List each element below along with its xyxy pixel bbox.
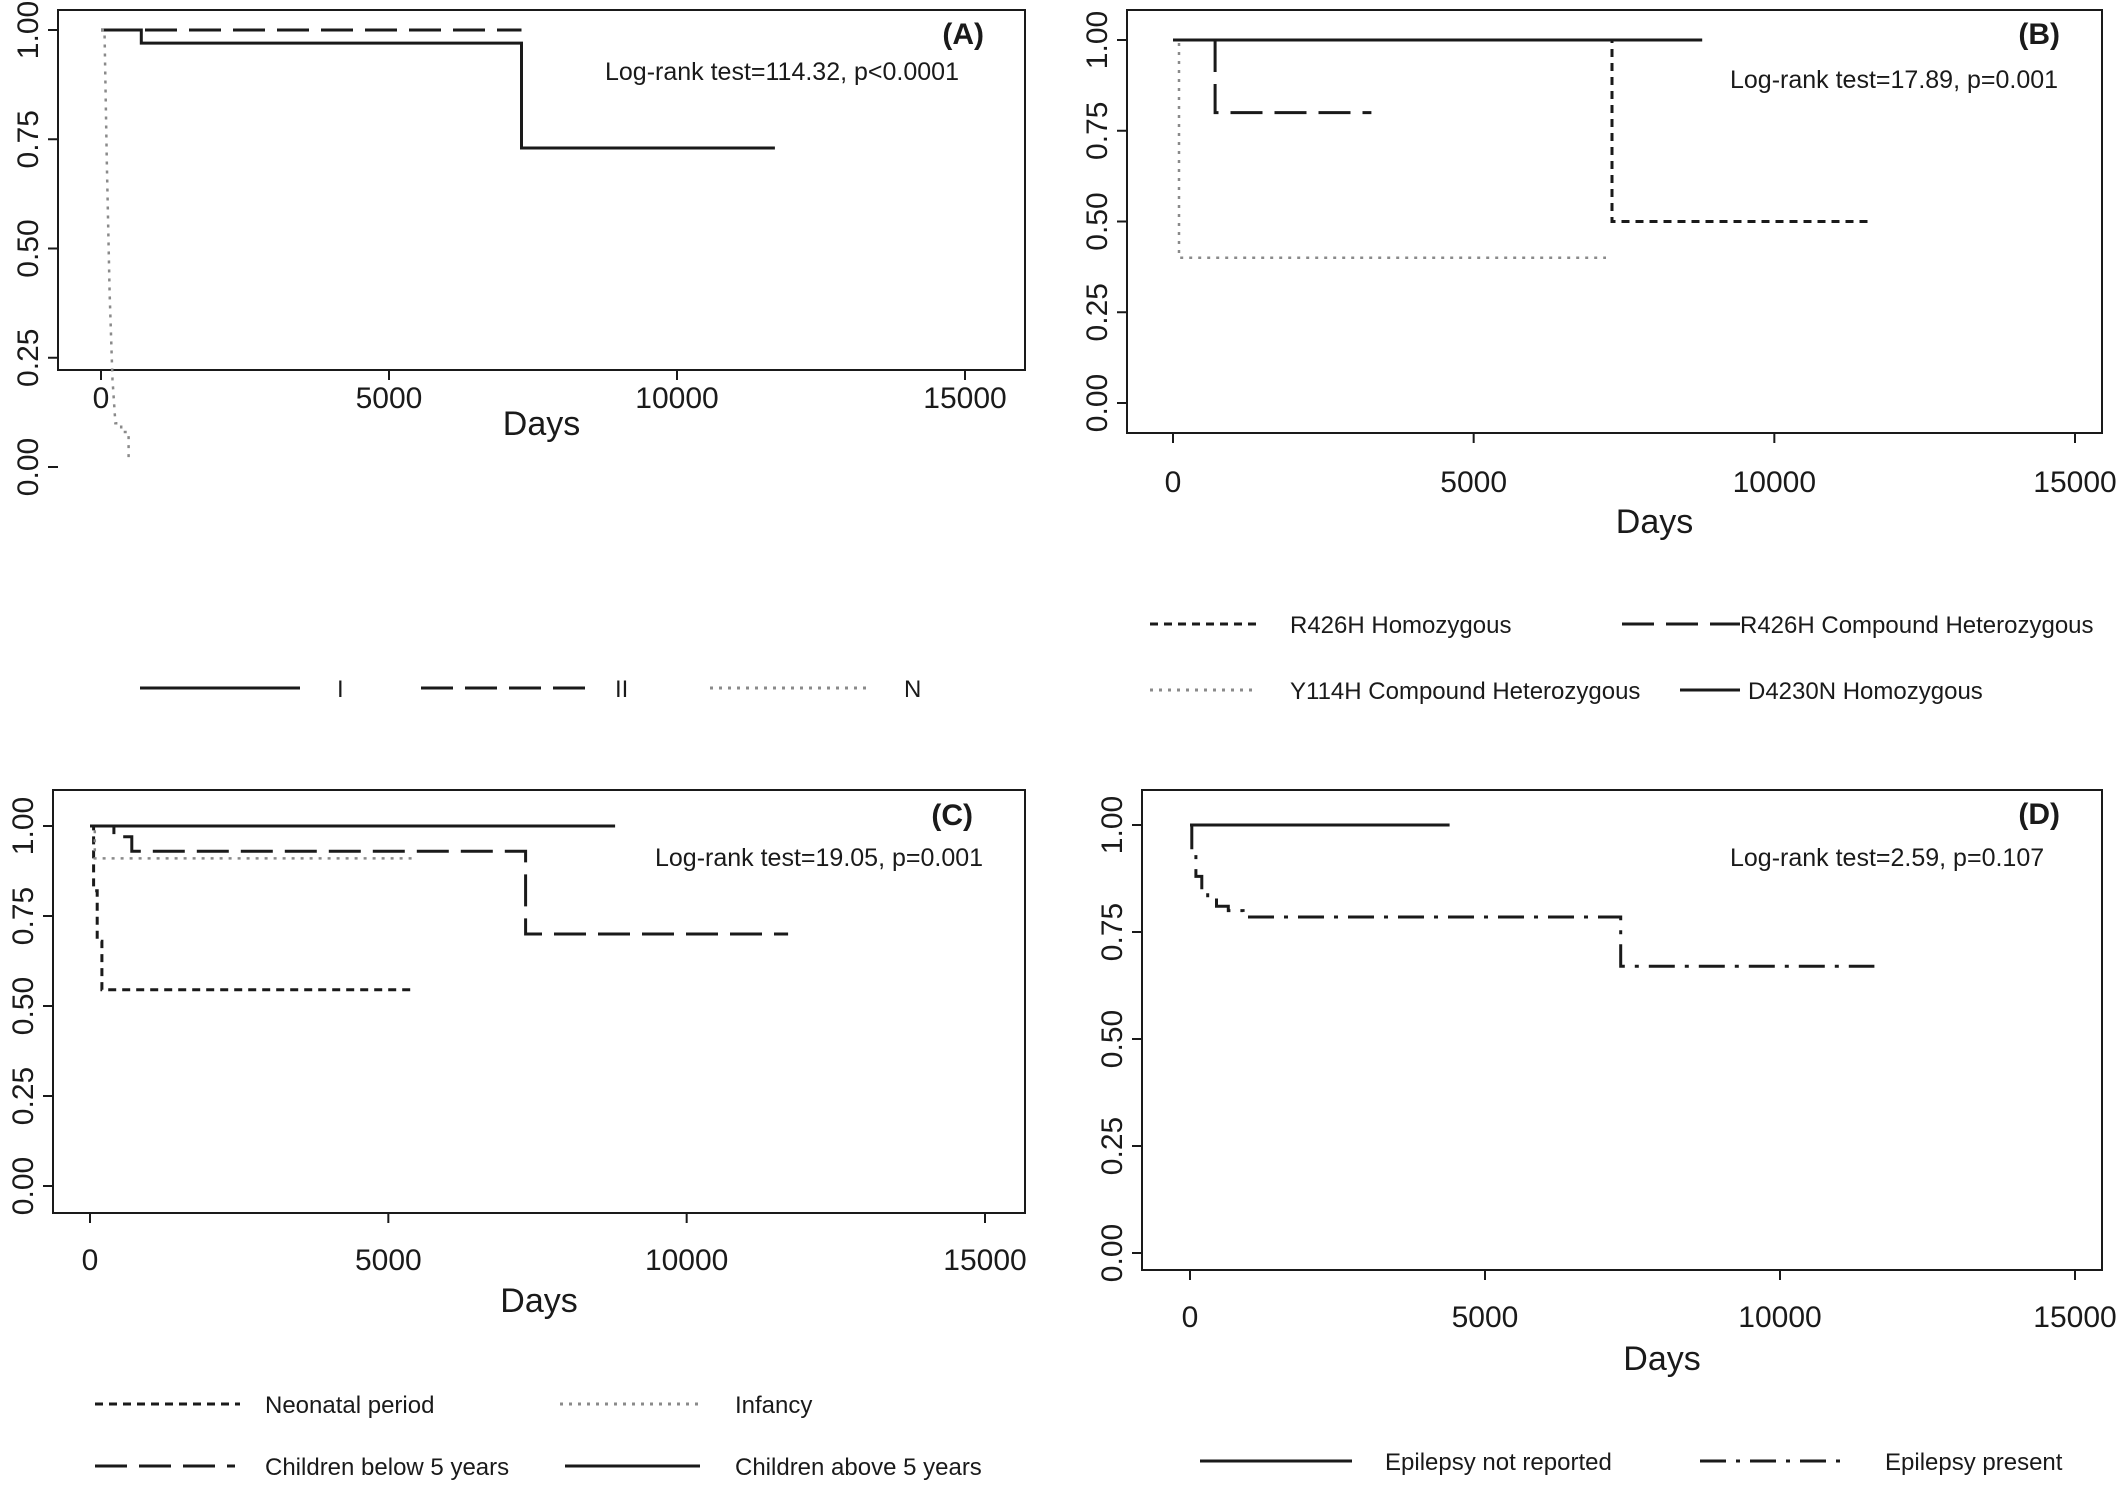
series-line-1 (90, 824, 413, 860)
y-tick-label: 0.00 (1081, 374, 1114, 432)
y-tick-label: 0.50 (1081, 192, 1114, 250)
panel-a: 0.00 0.25 0.50 0.75 1.00 0 5000 10000 15000 Days (… (12, 1, 1026, 703)
x-tick-label: 0 (1182, 1301, 1199, 1334)
y-tick-label: 0.25 (1081, 283, 1114, 341)
legend-label: Y114H Compound Heterozygous (1290, 678, 1640, 705)
panel-d: 0.00 0.25 0.50 0.75 1.00 0 5000 10000 15000 Days (… (1096, 789, 2117, 1476)
series-line-1 (1190, 823, 1875, 968)
y-tick-label: 1.00 (7, 797, 40, 855)
legend-label: Children below 5 years (265, 1454, 509, 1481)
y-tick-label: 0.50 (7, 977, 40, 1035)
y-tick-label: 0.00 (1096, 1224, 1129, 1282)
y-tick-label: 1.00 (1096, 796, 1129, 854)
legend-label: Neonatal period (265, 1392, 434, 1419)
series-line-1 (1213, 40, 1372, 115)
x-tick-label: 15000 (2033, 1301, 2116, 1334)
y-tick-label: 0.25 (7, 1067, 40, 1125)
y-tick-label: 1.00 (12, 1, 45, 59)
legend-label: I (337, 676, 344, 703)
x-tick-label: 15000 (943, 1244, 1026, 1277)
log-rank-annotation: Log-rank test=19.05, p=0.001 (655, 844, 983, 872)
x-tick-label: 15000 (923, 382, 1006, 415)
y-tick-label: 0.25 (1096, 1117, 1129, 1175)
legend-label: D4230N Homozygous (1748, 678, 1983, 705)
legend-label: Epilepsy not reported (1385, 1449, 1612, 1476)
plot-frame (1141, 789, 2103, 1271)
series-line-2 (90, 824, 789, 936)
series-line-2 (1173, 38, 1606, 260)
series-line-2 (101, 28, 130, 459)
legend-label: N (904, 676, 921, 703)
x-tick-label: 5000 (355, 1244, 422, 1277)
legend-label: R426H Homozygous (1290, 612, 1511, 639)
legend-label: II (615, 676, 628, 703)
x-tick-label: 5000 (1440, 466, 1507, 499)
x-tick-label: 5000 (1452, 1301, 1519, 1334)
x-tick-label: 0 (93, 382, 110, 415)
x-tick-label: 0 (82, 1244, 99, 1277)
x-tick-label: 15000 (2033, 466, 2116, 499)
panel-c: 0.00 0.25 0.50 0.75 1.00 0 5000 10000 15000 Days (… (7, 789, 1027, 1481)
series-line-0 (90, 824, 413, 992)
legend-label: Children above 5 years (735, 1454, 982, 1481)
series-line-0 (101, 28, 775, 150)
y-tick-label: 0.00 (7, 1157, 40, 1215)
log-rank-annotation: Log-rank test=2.59, p=0.107 (1730, 844, 2044, 872)
legend-label: Epilepsy present (1885, 1449, 2063, 1476)
x-axis-title: Days (1616, 503, 1693, 541)
legend-label: Infancy (735, 1392, 812, 1419)
y-tick-label: 0.50 (12, 219, 45, 277)
y-tick-label: 0.75 (1096, 903, 1129, 961)
y-tick-label: 0.25 (12, 329, 45, 387)
log-rank-annotation: Log-rank test=114.32, p<0.0001 (605, 58, 959, 86)
x-tick-label: 5000 (356, 382, 423, 415)
x-tick-label: 10000 (1733, 466, 1816, 499)
panel-label: (C) (931, 799, 973, 832)
panel-label: (D) (2018, 798, 2060, 831)
plot-frame (57, 9, 1026, 371)
x-tick-label: 10000 (1738, 1301, 1821, 1334)
x-axis-title: Days (503, 405, 580, 443)
panel-label: (B) (2018, 18, 2060, 51)
y-tick-label: 0.00 (12, 438, 45, 496)
x-tick-label: 0 (1165, 466, 1182, 499)
y-tick-label: 0.75 (7, 887, 40, 945)
y-tick-label: 1.00 (1081, 11, 1114, 69)
panel-b: 0.00 0.25 0.50 0.75 1.00 0 5000 10000 15000 Days (… (1081, 9, 2117, 705)
plot-frame (52, 789, 1026, 1214)
x-tick-label: 10000 (645, 1244, 728, 1277)
y-tick-label: 0.75 (1081, 102, 1114, 160)
x-axis-title: Days (1623, 1340, 1700, 1378)
log-rank-annotation: Log-rank test=17.89, p=0.001 (1730, 66, 2058, 94)
x-axis-title: Days (500, 1282, 577, 1320)
y-tick-label: 0.50 (1096, 1010, 1129, 1068)
y-tick-label: 0.75 (12, 110, 45, 168)
x-tick-label: 10000 (635, 382, 718, 415)
legend-label: R426H Compound Heterozygous (1740, 612, 2094, 639)
series-line-0 (1173, 38, 1871, 223)
panel-label: (A) (942, 18, 984, 51)
